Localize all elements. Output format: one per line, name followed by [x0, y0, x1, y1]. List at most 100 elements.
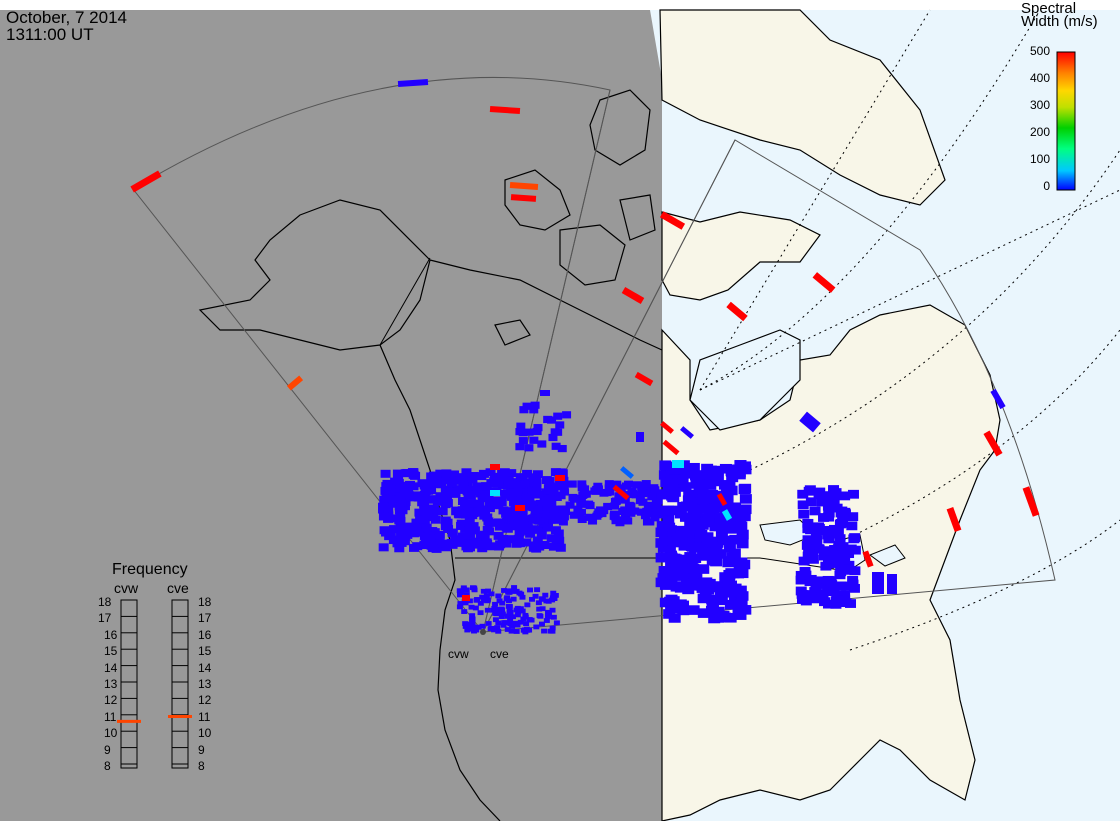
backscatter-cell [431, 480, 442, 489]
backscatter-cell [456, 521, 467, 530]
backscatter-cell [448, 470, 459, 479]
backscatter-cell [495, 609, 502, 614]
backscatter-cell [492, 617, 499, 623]
backscatter-cell [706, 602, 719, 613]
backscatter-cell [436, 480, 447, 489]
backscatter-cell [599, 506, 609, 515]
backscatter-cell [810, 529, 822, 539]
backscatter-cell [510, 589, 517, 594]
backscatter-cell [847, 512, 859, 522]
backscatter-cell [497, 535, 508, 544]
hudson-bay [689, 329, 801, 431]
backscatter-cell [862, 550, 874, 568]
backscatter-cell [465, 625, 472, 631]
backscatter-cell [540, 390, 550, 396]
freq-tick-label: 8 [198, 759, 205, 773]
backscatter-cell [450, 535, 461, 544]
backscatter-cell [847, 579, 859, 589]
freq-bar-cvw [120, 599, 138, 769]
backscatter-cell [521, 493, 531, 502]
backscatter-cell [420, 537, 431, 546]
backscatter-cell [801, 590, 813, 599]
backscatter-cell [627, 487, 637, 495]
backscatter-cell [659, 597, 672, 608]
backscatter-cell [411, 526, 422, 535]
backscatter-cell [561, 507, 571, 516]
backscatter-cell [490, 464, 500, 470]
backscatter-cell [680, 426, 694, 439]
backscatter-cell [456, 604, 463, 610]
backscatter-cell [408, 468, 419, 477]
backscatter-cell [645, 518, 655, 526]
freq-tick-label: 14 [104, 660, 118, 675]
backscatter-cell [524, 627, 531, 633]
backscatter-cell [537, 613, 544, 619]
backscatter-cell [378, 512, 389, 521]
backscatter-cell [739, 494, 752, 504]
backscatter-cell [672, 460, 684, 468]
backscatter-cell [483, 593, 490, 599]
backscatter-cell [545, 512, 555, 520]
backscatter-cell [832, 559, 844, 568]
backscatter-cell [500, 622, 507, 628]
backscatter-cell [472, 624, 479, 630]
backscatter-cell [479, 623, 486, 629]
backscatter-cell [466, 621, 473, 627]
backscatter-cell [604, 484, 614, 492]
backscatter-cell [821, 497, 833, 507]
backscatter-cell [603, 502, 613, 511]
backscatter-cell [689, 543, 702, 553]
backscatter-cell [719, 504, 732, 515]
backscatter-cell [666, 483, 679, 494]
backscatter-cell [535, 600, 542, 606]
backscatter-cell [471, 628, 478, 634]
freq-tick-label: 11 [104, 709, 117, 724]
backscatter-cell [665, 552, 678, 563]
backscatter-cell [430, 515, 441, 524]
backscatter-cell [847, 489, 859, 499]
backscatter-cell [541, 496, 551, 504]
backscatter-cell [614, 492, 624, 500]
backscatter-cell [805, 574, 817, 584]
backscatter-cell [624, 509, 634, 517]
colorbar-tick: 400 [1029, 71, 1050, 85]
freq-tick-label: 16 [198, 627, 212, 642]
backscatter-cell [672, 537, 685, 548]
backscatter-cell [722, 579, 735, 590]
backscatter-cell [427, 527, 438, 536]
backscatter-cell [887, 574, 897, 594]
backscatter-cell [721, 491, 734, 502]
backscatter-cell [513, 607, 520, 613]
backscatter-cell [1022, 486, 1040, 517]
backscatter-cell [463, 592, 470, 597]
backscatter-cell [682, 533, 695, 543]
backscatter-cell [691, 580, 704, 591]
backscatter-cell [499, 468, 510, 477]
backscatter-cell [655, 538, 668, 548]
backscatter-cell [568, 493, 578, 502]
backscatter-cell [702, 513, 715, 523]
freq-tick-label: 13 [198, 677, 212, 691]
backscatter-cell [658, 566, 671, 576]
backscatter-cell [810, 583, 822, 593]
backscatter-cell [507, 621, 514, 627]
colorbar-tick: 0 [1043, 179, 1050, 193]
backscatter-cell [456, 473, 467, 482]
freq-tick-label: 12 [104, 693, 118, 708]
backscatter-cell [687, 462, 700, 473]
backscatter-cell [703, 547, 716, 558]
backscatter-cell [637, 485, 647, 493]
backscatter-cell [408, 482, 419, 491]
backscatter-cell [545, 598, 552, 604]
backscatter-cell [456, 588, 463, 594]
backscatter-cell [712, 613, 725, 623]
backscatter-cell [551, 510, 561, 518]
backscatter-cell [818, 551, 830, 561]
backscatter-cell [727, 504, 740, 515]
frequency-bars [120, 599, 189, 769]
backscatter-cell [504, 614, 511, 619]
backscatter-cell [493, 518, 504, 527]
site-label-cvw: cvw [448, 647, 469, 661]
backscatter-cell [716, 521, 729, 531]
backscatter-cell [579, 500, 589, 508]
